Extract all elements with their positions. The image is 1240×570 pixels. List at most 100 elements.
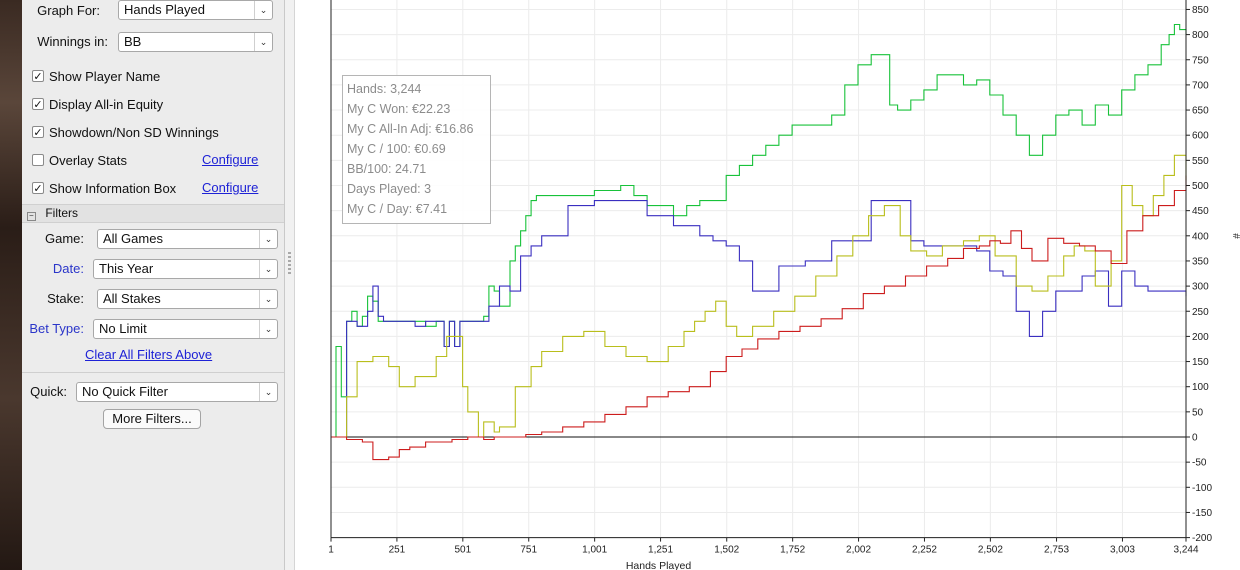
y-tick-label: 50 [1192,407,1204,418]
y-tick-label: 250 [1192,307,1209,318]
series-line [331,200,1187,438]
game-filter-value: All Games [103,231,163,246]
bet-type-filter-value: No Limit [99,321,147,336]
series-line [331,23,1187,438]
y-tick-label: 0 [1192,433,1198,444]
checkbox-label: Overlay Stats [49,152,128,168]
bet-type-filter-select[interactable]: No Limit ⌄ [93,319,278,339]
checkbox-label: Display All-in Equity [49,96,164,112]
x-tick-label: 2,753 [1044,545,1069,556]
y-tick-label: 350 [1192,256,1209,267]
chevron-down-icon: ⌄ [259,290,277,308]
filters-header-label: Filters [45,206,79,220]
checkbox-unchecked-icon[interactable] [32,154,44,166]
splitter-handle[interactable] [285,0,295,570]
y-tick-label: -150 [1192,508,1212,519]
showdown-winnings-option[interactable]: ✓ Showdown/Non SD Winnings [32,122,219,142]
y-axis-title: # [1230,233,1240,239]
y-tick-label: 700 [1192,80,1209,91]
series-line [331,175,1187,461]
date-filter-select[interactable]: This Year ⌄ [93,259,278,279]
checkbox-checked-icon[interactable]: ✓ [32,182,44,195]
y-tick-label: 500 [1192,181,1209,192]
y-tick-label: 300 [1192,282,1209,293]
winnings-in-label: Winnings in: [37,34,108,49]
show-info-box-option[interactable]: ✓ Show Information Box [32,178,176,198]
checkbox-checked-icon[interactable]: ✓ [32,98,44,111]
info-per-day: My C / Day: €7.41 [347,202,448,216]
x-tick-label: 1,251 [648,545,673,556]
quick-filter-select[interactable]: No Quick Filter ⌄ [76,382,278,402]
collapse-icon[interactable]: – [27,212,36,221]
stake-filter-value: All Stakes [103,291,161,306]
y-tick-label: -200 [1192,533,1212,544]
y-tick-label: 800 [1192,30,1209,41]
info-allin-adj: My C All-In Adj: €16.86 [347,122,474,136]
x-tick-label: 1,001 [582,545,607,556]
winnings-in-value: BB [124,34,142,49]
checkbox-checked-icon[interactable]: ✓ [32,126,44,139]
chevron-down-icon: ⌄ [259,260,277,278]
filters-section-header[interactable]: – Filters [22,204,284,223]
info-bb-100: BB/100: 24.71 [347,162,427,176]
y-tick-label: 600 [1192,131,1209,142]
stake-filter-label: Stake: [47,291,84,306]
checkbox-label: Showdown/Non SD Winnings [49,124,219,140]
x-axis-title: Hands Played [626,560,692,570]
info-per-100: My C / 100: €0.69 [347,142,446,156]
series-line [331,154,1187,438]
background-photo-strip [0,0,22,570]
chevron-down-icon: ⌄ [254,33,272,51]
x-tick-label: 2,252 [912,545,937,556]
more-filters-button[interactable]: More Filters... [103,409,201,429]
checkbox-checked-icon[interactable]: ✓ [32,70,44,83]
clear-all-filters-link[interactable]: Clear All Filters Above [85,347,213,362]
quick-filter-value: No Quick Filter [82,384,168,399]
winnings-in-select[interactable]: BB ⌄ [118,32,273,52]
chevron-down-icon: ⌄ [254,1,272,19]
y-tick-label: 850 [1192,5,1209,16]
checkbox-label: Show Information Box [49,180,177,196]
y-tick-label: 100 [1192,382,1209,393]
x-tick-label: 1,502 [714,545,739,556]
x-tick-label: 2,502 [978,545,1003,556]
y-tick-label: 550 [1192,156,1209,167]
y-tick-label: 150 [1192,357,1209,368]
show-player-name-option[interactable]: ✓ Show Player Name [32,66,160,86]
x-tick-label: 751 [520,545,537,556]
info-won: My C Won: €22.23 [347,102,451,116]
info-hands: Hands: 3,244 [347,82,422,96]
y-tick-label: 450 [1192,206,1209,217]
y-tick-label: -50 [1192,458,1207,469]
x-tick-label: 501 [454,545,471,556]
graph-options-sidebar: Graph For: Hands Played ⌄ Winnings in: B… [22,0,285,570]
divider [22,372,284,373]
display-allin-equity-option[interactable]: ✓ Display All-in Equity [32,94,163,114]
y-tick-label: 750 [1192,55,1209,66]
x-tick-label: 3,244 [1173,545,1198,556]
x-tick-label: 1,752 [780,545,805,556]
info-box-configure-link[interactable]: Configure [202,180,259,195]
bet-type-filter-label: Bet Type: [29,321,84,336]
y-tick-label: 200 [1192,332,1209,343]
y-tick-label: 650 [1192,106,1209,117]
game-filter-label: Game: [44,231,84,246]
date-filter-label: Date: [52,261,84,276]
y-tick-label: -100 [1192,483,1212,494]
x-tick-label: 2,002 [846,545,871,556]
date-filter-value: This Year [99,261,154,276]
information-box: Hands: 3,244 My C Won: €22.23 My C All-I… [342,75,491,224]
overlay-stats-configure-link[interactable]: Configure [202,152,259,167]
chevron-down-icon: ⌄ [259,320,277,338]
chevron-down-icon: ⌄ [259,383,277,401]
game-filter-select[interactable]: All Games ⌄ [97,229,278,249]
overlay-stats-option[interactable]: Overlay Stats [32,150,127,170]
drag-grip-icon[interactable] [288,252,291,274]
info-days-played: Days Played: 3 [347,182,432,196]
graph-for-value: Hands Played [124,2,205,17]
x-tick-label: 251 [389,545,406,556]
graph-for-select[interactable]: Hands Played ⌄ [118,0,273,20]
stake-filter-select[interactable]: All Stakes ⌄ [97,289,278,309]
x-tick-label: 3,003 [1110,545,1135,556]
y-tick-label: 400 [1192,231,1209,242]
